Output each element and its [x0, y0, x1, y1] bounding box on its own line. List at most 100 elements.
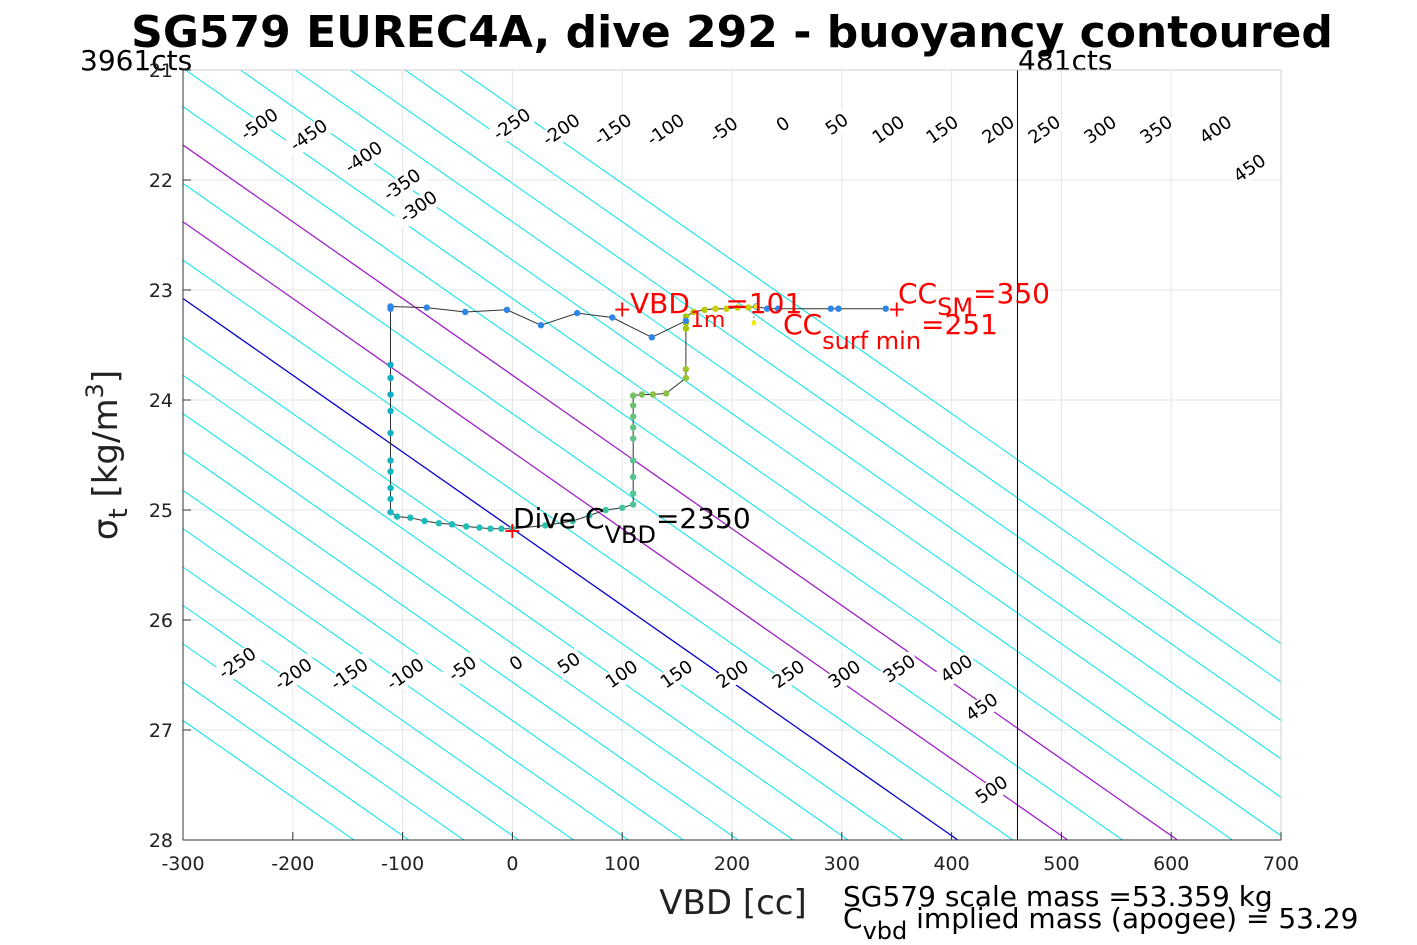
track-point: [629, 457, 637, 464]
contour-label-bg: [767, 655, 811, 695]
surface-point: [751, 320, 757, 326]
contour-label-bg: [552, 647, 587, 681]
top-left-count-label: 3961cts: [80, 44, 192, 77]
contour-line: [183, 489, 684, 840]
contour-line: [294, 70, 1281, 760]
contour-label-bg: [1135, 111, 1179, 150]
contour-label-bg: [486, 102, 539, 148]
cc-sm-annotation: CCSM=350: [898, 277, 1050, 321]
track-point: [701, 306, 708, 313]
contour-label-bg: [867, 111, 911, 150]
y-tick-label: 25: [149, 500, 173, 522]
track-point: [387, 361, 394, 368]
contour-line: [183, 259, 1014, 840]
contour-label-bg: [770, 111, 797, 139]
contour-label-bg: [702, 111, 747, 150]
contour-label-bg: [1079, 111, 1123, 150]
contour-line: [183, 106, 1233, 840]
contour-label-bg: [504, 650, 530, 678]
contour-line: [183, 719, 355, 840]
contour-label-bg: [935, 650, 979, 689]
track-point: [435, 520, 443, 527]
track-point: [461, 308, 469, 316]
track-point: [882, 305, 889, 312]
contour-label-bg: [1228, 149, 1272, 189]
red-marker: +: [887, 298, 905, 323]
track-point: [682, 366, 690, 373]
contour-label-bg: [441, 650, 485, 689]
track-point: [448, 521, 456, 528]
track-point: [649, 391, 657, 398]
x-tick-label: 200: [714, 853, 750, 875]
track-point: [629, 490, 637, 497]
contour-label-bg: [211, 641, 265, 687]
track-point: [723, 305, 730, 312]
implied-mass-note: Cvbd implied mass (apogee) = 53.29: [843, 902, 1359, 945]
red-marker: +: [613, 298, 631, 323]
track-point: [629, 501, 637, 508]
dive-cvbd-annotation: Dive CVBD=2350: [513, 502, 751, 549]
y-tick-label: 27: [149, 720, 173, 742]
track-point: [619, 504, 626, 511]
track-point: [387, 374, 394, 382]
track-point: [393, 513, 401, 520]
contour-label-bg: [878, 650, 922, 689]
track-point: [648, 334, 656, 341]
track-point: [690, 308, 697, 316]
contour-line: [185, 70, 1281, 837]
cc-surf-min-annotation: CCsurf min=251: [783, 308, 998, 355]
track-point: [629, 435, 637, 442]
contour-line: [404, 70, 1281, 683]
track-point: [407, 514, 414, 521]
contour-label-bg: [655, 655, 699, 695]
track-point: [423, 304, 430, 311]
track-point: [387, 457, 394, 464]
contour-line: [183, 220, 1069, 840]
track-point: [586, 512, 593, 519]
contour-label-bg: [267, 652, 321, 698]
contour-label-bg: [1023, 111, 1067, 150]
y-tick-label: 28: [149, 830, 173, 852]
y-tick-label: 23: [149, 280, 173, 302]
buoyancy-contours: [183, 70, 1281, 840]
top-right-count-label: 481cts: [1018, 44, 1112, 77]
track-point: [387, 429, 394, 437]
track-point: [629, 473, 637, 481]
track-point: [509, 525, 516, 532]
track-point: [763, 305, 771, 312]
scale-mass-note: SG579 scale mass =53.359 kg: [843, 880, 1273, 913]
track-point: [542, 522, 549, 529]
contour-labels: -500 -450-400-350-300-250 -200 -150 -100 -50 0…: [211, 102, 1272, 810]
track-point: [629, 392, 637, 399]
track-point: [537, 322, 545, 329]
contour-label-bg: [820, 108, 855, 142]
track-point: [629, 402, 637, 409]
track-point: [682, 374, 690, 382]
track-point: [387, 303, 394, 310]
contour-line: [183, 144, 1178, 840]
y-axis-label: σt [kg/m3]: [81, 370, 134, 540]
track-point: [682, 317, 690, 324]
contour-label-bg: [977, 111, 1021, 150]
track-point: [629, 413, 637, 420]
track-point: [387, 468, 394, 475]
contour-label-bg: [1194, 111, 1238, 150]
track-point: [463, 523, 470, 530]
contour-label-bg: [970, 771, 1014, 810]
track-point: [387, 495, 394, 503]
track-point: [387, 509, 394, 516]
y-tick-label: 24: [149, 390, 173, 412]
track-point: [421, 517, 428, 525]
y-tick-label: 22: [149, 170, 173, 192]
contour-line: [183, 336, 904, 840]
dive-track: + + +: [387, 298, 906, 544]
axes: -300 -200 -100 0 100 200 300 400 500 600 700 21 22 23…: [149, 60, 1299, 875]
y-tick-label: 21: [149, 60, 173, 82]
contour-label-bg: [600, 655, 644, 695]
contour-label-bg: [823, 655, 867, 695]
contour-line: [183, 297, 959, 840]
red-marker: +: [503, 519, 521, 544]
track-point: [487, 525, 494, 532]
contour-line: [183, 604, 519, 840]
